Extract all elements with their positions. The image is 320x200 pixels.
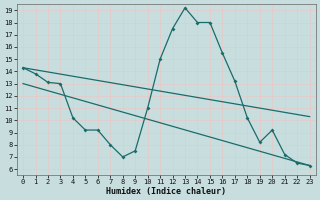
X-axis label: Humidex (Indice chaleur): Humidex (Indice chaleur) [106,187,226,196]
